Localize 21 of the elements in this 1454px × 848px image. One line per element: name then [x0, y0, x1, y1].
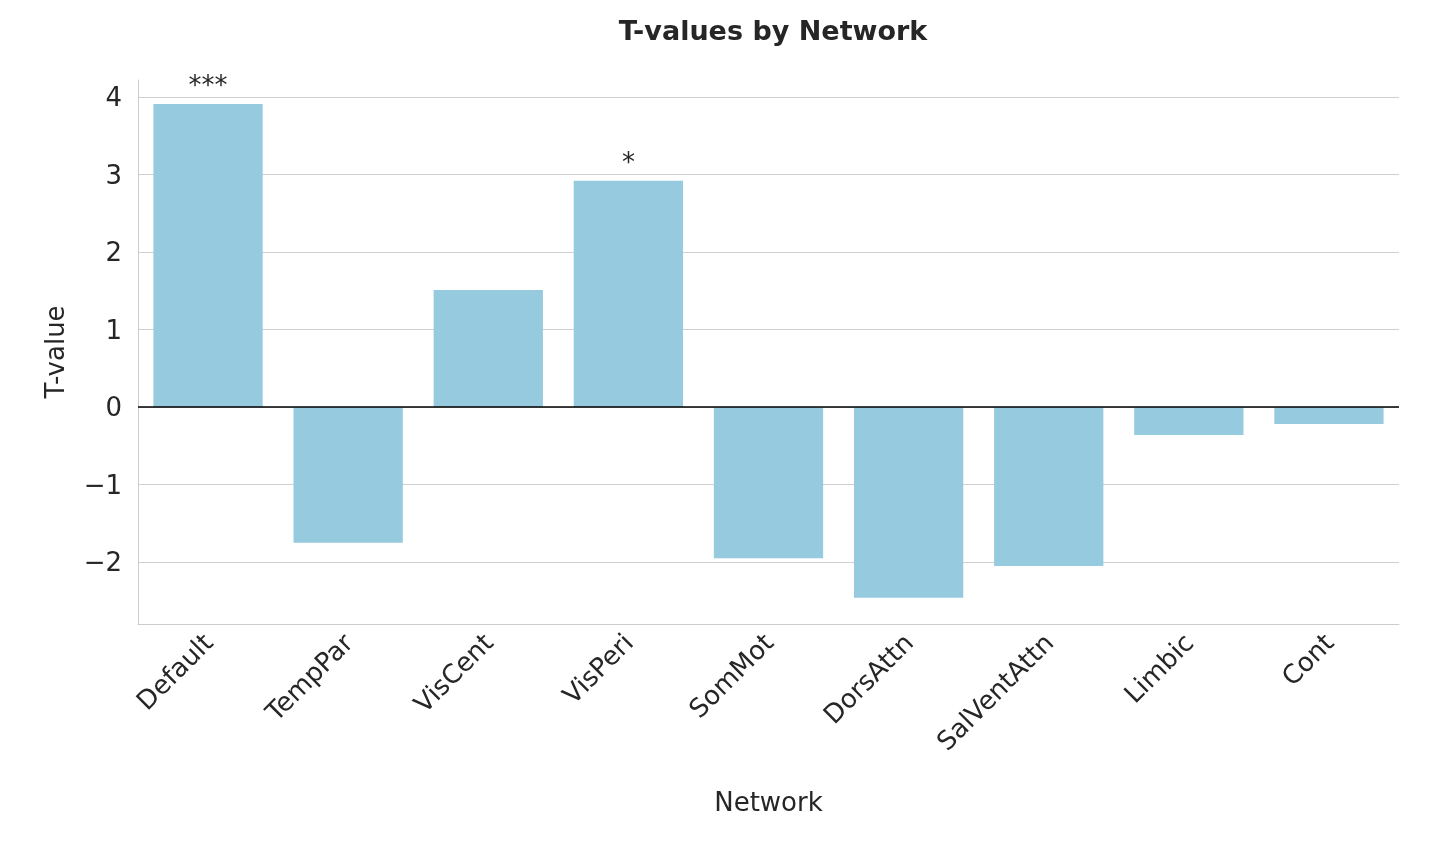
y-tick-label: 4 [105, 82, 122, 113]
chart-title: T-values by Network [618, 15, 929, 46]
y-tick-label: 0 [105, 392, 122, 423]
y-tick-label: 1 [105, 314, 122, 345]
bar [1274, 407, 1384, 425]
annotation: * [621, 146, 635, 177]
bar [994, 407, 1104, 566]
x-axis-title: Network [714, 787, 823, 817]
bar [573, 180, 684, 408]
bar [433, 290, 543, 408]
bar [153, 104, 263, 408]
annotation: *** [188, 70, 228, 101]
y-tick-label: 2 [105, 237, 122, 268]
y-tick-label: 3 [105, 159, 122, 190]
y-tick-label: −2 [83, 547, 122, 578]
y-axis-title: T-value [40, 305, 70, 400]
bar [713, 407, 824, 559]
bar [853, 407, 964, 598]
y-tick-label: −1 [83, 469, 122, 500]
bar [1134, 407, 1244, 435]
bar [293, 407, 403, 543]
